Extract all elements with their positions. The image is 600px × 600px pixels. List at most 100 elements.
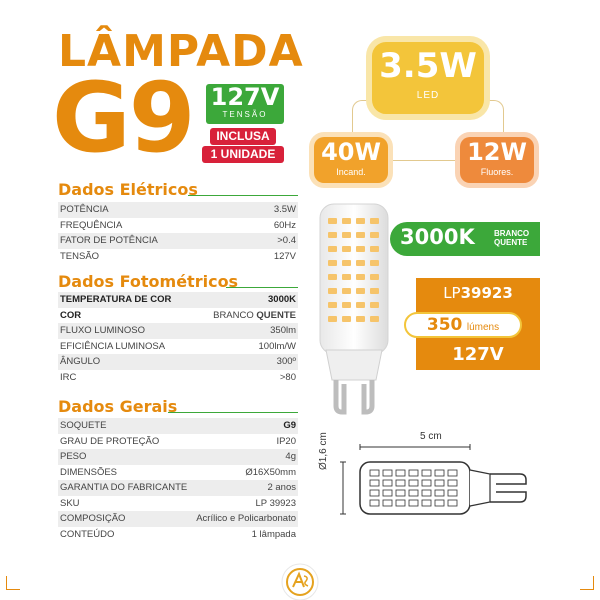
table-gerais: SOQUETE G9 GRAU DE PROTEÇÃO IP20 PESO 4g DI… [58,418,298,542]
row-value: 1 lâmpada [251,528,296,540]
row-value: 3.5W [273,204,296,216]
table-row: SKU LP 39923 [58,496,298,512]
row-value: 60Hz [273,219,296,231]
row-value: >80 [279,371,296,383]
row-key: DIMENSÕES [60,466,118,478]
power-led-value: 3.5W [379,46,477,86]
table-row: DIMENSÕES Ø16X50mm [58,465,298,481]
table-row: SOQUETE G9 [58,418,298,434]
corner-mark-right [580,576,594,590]
power-badge-fluores: 12W Fluores. [460,137,534,183]
table-eletricos: POTÊNCIA 3.5W FREQUÊNCIA 60Hz FATOR DE POT… [58,202,298,264]
lumens-value: 350 [426,315,463,335]
lumens-unit: lúmens [466,322,500,333]
row-key: FLUXO LUMINOSO [60,325,145,337]
row-value-pre: BRANCO [213,309,254,321]
table-row: FATOR DE POTÊNCIA >0.4 [58,233,298,249]
dimension-height: Ø1,6 cm [318,432,329,470]
row-value: >0.4 [277,235,296,247]
row-key: GARANTIA DO FABRICANTE [60,482,188,494]
table-row: GRAU DE PROTEÇÃO IP20 [58,434,298,450]
voltage-value: 127V [210,83,280,111]
voltage-label: TENSÃO [222,110,268,119]
section-line-gerais [168,412,298,413]
row-value: 4g [285,451,296,463]
sku-prefix: LP [443,284,461,302]
row-value: 3000K [268,294,296,306]
power-fluores-label: Fluores. [480,167,514,177]
included-line2: 1 UNIDADE [202,146,284,163]
section-title-gerais: Dados Gerais [58,397,178,416]
table-row: COR BRANCO QUENTE [58,308,298,324]
table-row: EFICIÊNCIA LUMINOSA 100lm/W [58,339,298,355]
lumens-pill: 350 lúmens [404,312,522,338]
corner-mark-left [6,576,20,590]
row-key: COR [60,309,82,321]
table-row: COMPOSIÇÃO Acrílico e Policarbonato [58,511,298,527]
color-temp-value: 3000K [400,225,475,249]
power-incand-value: 40W [321,138,381,166]
row-value: 100lm/W [258,340,296,352]
row-key: FREQUÊNCIA [60,219,123,231]
row-value: G9 [283,420,296,432]
row-key: IRC [60,371,77,383]
table-row: TENSÃO 127V [58,249,298,265]
row-key: EFICIÊNCIA LUMINOSA [60,340,166,352]
power-badge-incand: 40W Incand. [314,137,388,183]
section-line-eletricos [188,195,298,196]
row-value: IP20 [276,435,296,447]
table-row: FREQUÊNCIA 60Hz [58,218,298,234]
row-value-bold: QUENTE [256,309,296,321]
row-key: SKU [60,497,80,509]
table-row: FLUXO LUMINOSO 350lm [58,323,298,339]
voltage-badge: 127V TENSÃO [206,84,284,124]
connector-bottom [392,160,460,161]
row-key: COMPOSIÇÃO [60,513,126,525]
row-value: BRANCO QUENTE [213,310,296,321]
connector-right [464,100,504,136]
power-badge-led: 3.5W LED [372,42,484,114]
row-key: ÂNGULO [60,356,101,368]
color-temp-label-line2: QUENTE [494,238,528,247]
row-key: CONTEÚDO [60,528,115,540]
row-value: 2 anos [267,482,296,494]
table-row: CONTEÚDO 1 lâmpada [58,527,298,543]
table-row: IRC >80 [58,370,298,386]
brand-logo-icon [281,563,319,600]
power-led-label: LED [416,90,440,101]
row-key: SOQUETE [60,420,107,432]
power-incand-label: Incand. [336,167,366,177]
row-value: Acrílico e Policarbonato [196,513,296,525]
row-key: TEMPERATURA DE COR [60,294,172,306]
table-fotometricos: TEMPERATURA DE COR 3000K COR BRANCO QUENTE… [58,292,298,385]
title-lampada: LÂMPADA [58,26,304,77]
section-line-fotometricos [226,287,298,288]
color-temp-label-line1: BRANCO [494,229,530,238]
row-value: 350lm [270,325,296,337]
title-g9: G9 [52,62,196,174]
table-row: TEMPERATURA DE COR 3000K [58,292,298,308]
sku-number: 39923 [460,284,513,302]
color-temp-badge: 3000K BRANCO QUENTE [390,222,540,256]
row-value: 127V [273,250,296,262]
color-temp-label: BRANCO QUENTE [494,229,529,247]
section-title-fotometricos: Dados Fotométricos [58,272,239,291]
row-key: TENSÃO [60,250,100,262]
table-row: GARANTIA DO FABRICANTE 2 anos [58,480,298,496]
included-line1: INCLUSA [210,128,276,145]
row-key: GRAU DE PROTEÇÃO [60,435,160,447]
panel-voltage: 127V [452,344,504,365]
sku-code: LP39923 [416,284,540,302]
dimension-width: 5 cm [420,431,442,442]
table-row: POTÊNCIA 3.5W [58,202,298,218]
led-bulb-photo-icon [319,203,389,415]
bulb-diagram-icon [340,444,527,515]
row-key: POTÊNCIA [60,204,109,216]
table-row: ÂNGULO 300º [58,354,298,370]
row-value: 300º [276,356,296,368]
row-key: FATOR DE POTÊNCIA [60,235,158,247]
row-value: Ø16X50mm [245,466,296,478]
power-fluores-value: 12W [467,138,527,166]
row-key: PESO [60,451,87,463]
section-title-eletricos: Dados Elétricos [58,180,198,199]
